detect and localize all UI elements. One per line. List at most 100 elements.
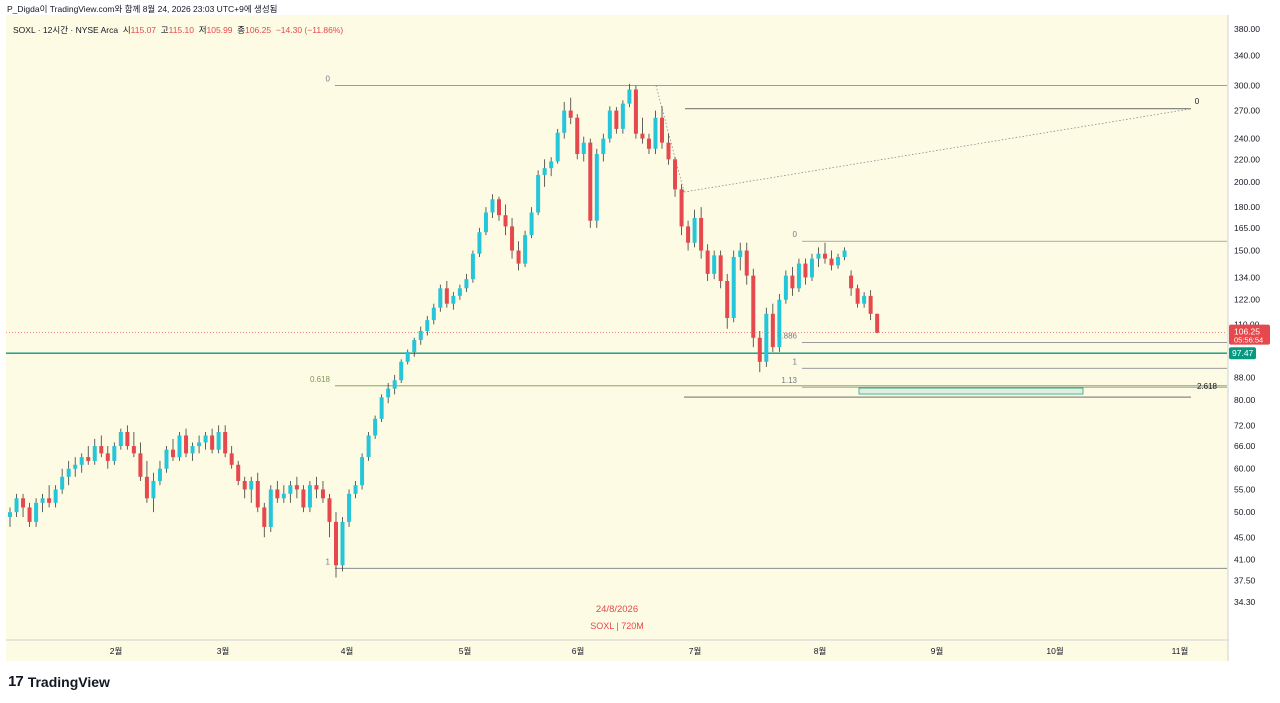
candle-body [184, 435, 189, 454]
month-label: 7월 [689, 646, 702, 656]
high-value: 115.10 [168, 25, 194, 35]
candle-body [510, 226, 515, 251]
close-label: 종 [237, 25, 246, 35]
candle-body [842, 250, 847, 257]
price-tick-label: 50.00 [1234, 507, 1256, 517]
candle-body [294, 485, 299, 490]
candle-body [79, 457, 84, 465]
candle-body [320, 489, 325, 499]
price-tick-label: 270.00 [1234, 106, 1260, 116]
support-price-value: 97.47 [1232, 348, 1254, 358]
month-label: 8월 [814, 646, 827, 656]
month-label: 11월 [1172, 646, 1189, 656]
candle-body [549, 161, 554, 169]
candle-body [470, 253, 475, 280]
candle-body [307, 485, 312, 508]
candle-body [627, 89, 632, 104]
candle-body [405, 351, 410, 362]
fib-small-label: 0 [793, 230, 798, 239]
price-tick-label: 110.00 [1234, 319, 1260, 329]
close-value: 106.25 [245, 25, 272, 35]
candle-body [451, 295, 456, 304]
fib-level-label: 0.618 [310, 375, 331, 384]
candle-body [849, 275, 854, 289]
support-price-badge [1229, 347, 1256, 360]
fib-level-label: 0 [326, 74, 331, 83]
candle-body [646, 138, 651, 149]
candle-body [34, 502, 39, 522]
price-tick-label: 88.00 [1234, 373, 1256, 383]
candle-body [353, 485, 358, 494]
candle-body [275, 489, 280, 499]
candle-body [725, 280, 730, 318]
candle-body [444, 288, 449, 304]
candle-body [138, 453, 143, 477]
candle-body [607, 110, 612, 139]
candle-body [673, 159, 678, 190]
candle-body [14, 498, 19, 513]
candle-body [347, 493, 352, 522]
candle-body [418, 330, 423, 341]
candle-body [614, 110, 619, 129]
candle-body [816, 253, 821, 259]
price-tick-label: 45.00 [1234, 532, 1256, 542]
candle-body [86, 457, 91, 461]
candle-body [151, 480, 156, 499]
candle-body [620, 103, 625, 129]
candle-body [53, 489, 58, 503]
price-tick-label: 220.00 [1234, 154, 1260, 164]
candle-body [125, 432, 130, 447]
candle-body [692, 217, 697, 243]
candle-body [131, 446, 136, 454]
symbol-info[interactable]: SOXL · 12시간 · NYSE Arca [13, 25, 119, 35]
candle-body [601, 138, 606, 154]
price-tick-label: 134.00 [1234, 272, 1260, 282]
candle-body [288, 485, 293, 494]
month-label: 2월 [110, 646, 123, 656]
candle-body [588, 142, 593, 221]
watermark-symbol: SOXL | 720M [590, 621, 644, 631]
month-label: 10월 [1046, 646, 1063, 656]
extension-label: 2.618 [1197, 382, 1218, 391]
candle-body [373, 418, 378, 436]
candle-body [171, 449, 175, 458]
candle-body [568, 110, 573, 118]
candle-body [249, 480, 254, 490]
candle-body [144, 476, 149, 499]
candle-body [751, 275, 756, 338]
price-tick-label: 340.00 [1234, 51, 1260, 61]
candle-body [699, 217, 704, 251]
price-tick-label: 37.50 [1234, 576, 1256, 586]
candle-body [490, 199, 495, 213]
fib-level-label: 1 [326, 557, 331, 566]
attribution-note: P_Digda이 TradingView.com와 함께 8월 24, 2026… [7, 4, 278, 14]
candle-body [666, 142, 671, 160]
candle-body [705, 250, 710, 274]
candle-body [477, 232, 482, 254]
candle-body [555, 132, 560, 162]
candle-body [744, 250, 749, 276]
candle-body [764, 313, 769, 362]
candle-body [542, 168, 547, 175]
candle-body [464, 279, 469, 289]
candle-body [529, 212, 534, 236]
candle-body [73, 464, 78, 469]
tradingview-brand[interactable]: 17 TradingView [8, 673, 110, 690]
price-tick-label: 180.00 [1234, 202, 1260, 212]
candle-body [640, 133, 645, 139]
price-tick-label: 165.00 [1234, 223, 1260, 233]
candle-body [392, 380, 397, 389]
candle-body [21, 498, 26, 508]
projection-path [655, 85, 685, 192]
price-tick-label: 41.00 [1234, 554, 1256, 564]
candle-body [334, 521, 338, 566]
candle-body [731, 256, 736, 318]
brand-name: TradingView [27, 673, 110, 690]
candle-body [197, 442, 202, 447]
candle-body [203, 435, 208, 443]
candle-body [236, 464, 241, 481]
candle-body [8, 512, 12, 517]
candle-body [190, 446, 195, 454]
candle-body [457, 288, 462, 296]
